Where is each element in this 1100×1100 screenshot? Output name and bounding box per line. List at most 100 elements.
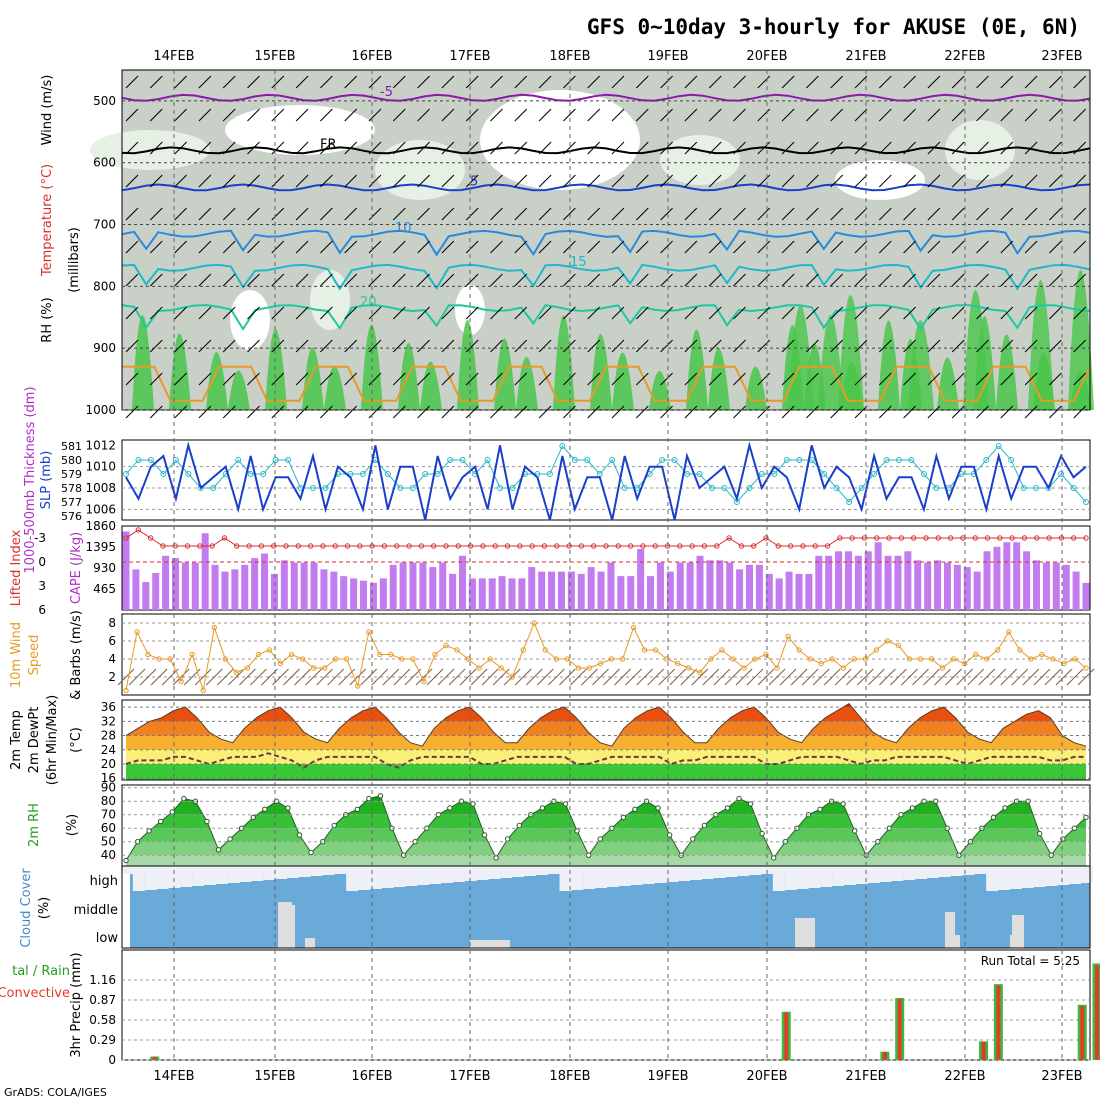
high-cloud-gap — [452, 866, 465, 882]
upper-wind-barb — [417, 141, 430, 155]
wind-marker — [266, 647, 273, 653]
upper-wind-barb — [781, 405, 795, 419]
upper-wind-barb — [368, 405, 382, 419]
wind-marker — [675, 660, 681, 667]
upper-wind-barb — [854, 75, 868, 89]
cape-bar — [746, 564, 754, 610]
rh-moist-column — [553, 315, 575, 410]
wind-ytick: 6 — [108, 634, 116, 648]
li-marker — [750, 543, 757, 549]
surface-isotherm — [122, 365, 1091, 402]
thickness-marker — [147, 457, 154, 463]
li-marker — [172, 543, 178, 549]
upper-wind-barb — [174, 141, 187, 155]
dewpoint-line — [125, 752, 1086, 769]
upper-wind-barb — [1073, 141, 1087, 155]
rh-ytick: 70 — [101, 808, 116, 822]
wind-marker — [244, 665, 251, 671]
upper-wind-barb — [854, 273, 868, 287]
upper-wind-barb — [1000, 240, 1014, 254]
rh-dry-patch — [310, 270, 350, 330]
li-marker — [517, 543, 523, 549]
cape-bar — [508, 578, 516, 610]
upper-wind-barb — [490, 240, 503, 254]
upper-wind-barb — [174, 174, 187, 188]
li-marker — [258, 543, 265, 549]
li-marker — [627, 543, 634, 549]
thickness-ytick: 576 — [61, 510, 82, 523]
high-cloud-gap — [251, 866, 264, 881]
upper-wind-barb — [149, 141, 163, 155]
upper-wind-barb — [1024, 306, 1038, 320]
upper-wind-barb — [344, 108, 358, 122]
rh-marker — [516, 822, 522, 829]
upper-wind-barb — [1073, 75, 1087, 89]
high-cloud-gap — [784, 866, 797, 890]
upper-wind-barb — [417, 306, 430, 320]
wind-marker — [829, 656, 835, 662]
upper-wind-barb — [587, 339, 601, 353]
upper-wind-barb — [1000, 372, 1014, 386]
upper-wind-barb — [368, 174, 382, 188]
high-cloud-gap — [1033, 866, 1046, 887]
rh-marker — [331, 822, 337, 829]
high-cloud-gap — [1009, 866, 1022, 889]
upper-wind-barb — [295, 141, 309, 155]
wind-barb — [117, 668, 135, 686]
precip-conv-bar — [882, 1051, 887, 1060]
upper-wind-barb — [490, 405, 503, 419]
precip-conv-bar — [1095, 965, 1100, 1060]
upper-wind-barb — [247, 273, 260, 287]
cape-bar — [468, 578, 476, 610]
upper-wind-barb — [392, 339, 406, 353]
rh-marker — [227, 836, 233, 842]
upper-wind-barb — [878, 108, 892, 122]
thickness-marker — [185, 471, 192, 477]
wind-marker — [498, 665, 504, 671]
thickness-marker — [359, 471, 366, 477]
upper-wind-barb — [1049, 273, 1062, 287]
upper-wind-barb — [392, 174, 406, 188]
upper-wind-barb — [611, 108, 625, 122]
high-cloud-gap — [772, 866, 785, 891]
high-cloud-gap — [903, 866, 916, 880]
thickness-marker — [833, 485, 840, 491]
isotherm-line — [121, 93, 1091, 102]
thickness-ytick: 581 — [61, 440, 82, 453]
wind-barb — [448, 668, 466, 686]
rh-moist-tower — [908, 320, 934, 410]
cape-bar — [340, 576, 348, 610]
li-marker — [283, 543, 289, 549]
upper-wind-barb — [490, 372, 503, 386]
thickness-marker — [995, 443, 1002, 449]
upper-wind-barb — [271, 108, 285, 122]
upper-wind-barb — [174, 75, 187, 89]
upper-wind-barb — [927, 339, 941, 353]
thickness-ytick: 578 — [61, 482, 82, 495]
low-cloud-gap — [795, 918, 815, 948]
upper-wind-barb — [1000, 174, 1014, 188]
upper-wind-barb — [563, 141, 576, 155]
wind-speed-line — [125, 621, 1087, 691]
li-marker — [480, 543, 486, 549]
wind-barb — [989, 668, 1007, 686]
rh-ytick: 90 — [101, 781, 116, 795]
high-cloud-gap — [1021, 866, 1034, 888]
wind-barb — [316, 668, 333, 686]
wind-barb — [393, 668, 411, 686]
upper-wind-barb — [417, 174, 430, 188]
li-marker — [541, 543, 548, 549]
cape-bar — [1003, 542, 1011, 610]
upper-wind-barb — [733, 306, 746, 320]
rh-marker — [655, 805, 661, 811]
thickness-marker — [908, 457, 915, 463]
high-cloud-gap — [358, 866, 371, 890]
upper-wind-barb — [514, 273, 528, 287]
rh-band — [126, 841, 1086, 856]
upper-wind-barb — [417, 339, 430, 353]
temp-ytick: 20 — [101, 757, 116, 771]
upper-wind-barb — [635, 372, 649, 386]
upper-wind-barb — [198, 174, 212, 188]
high-cloud-gap — [417, 866, 430, 885]
